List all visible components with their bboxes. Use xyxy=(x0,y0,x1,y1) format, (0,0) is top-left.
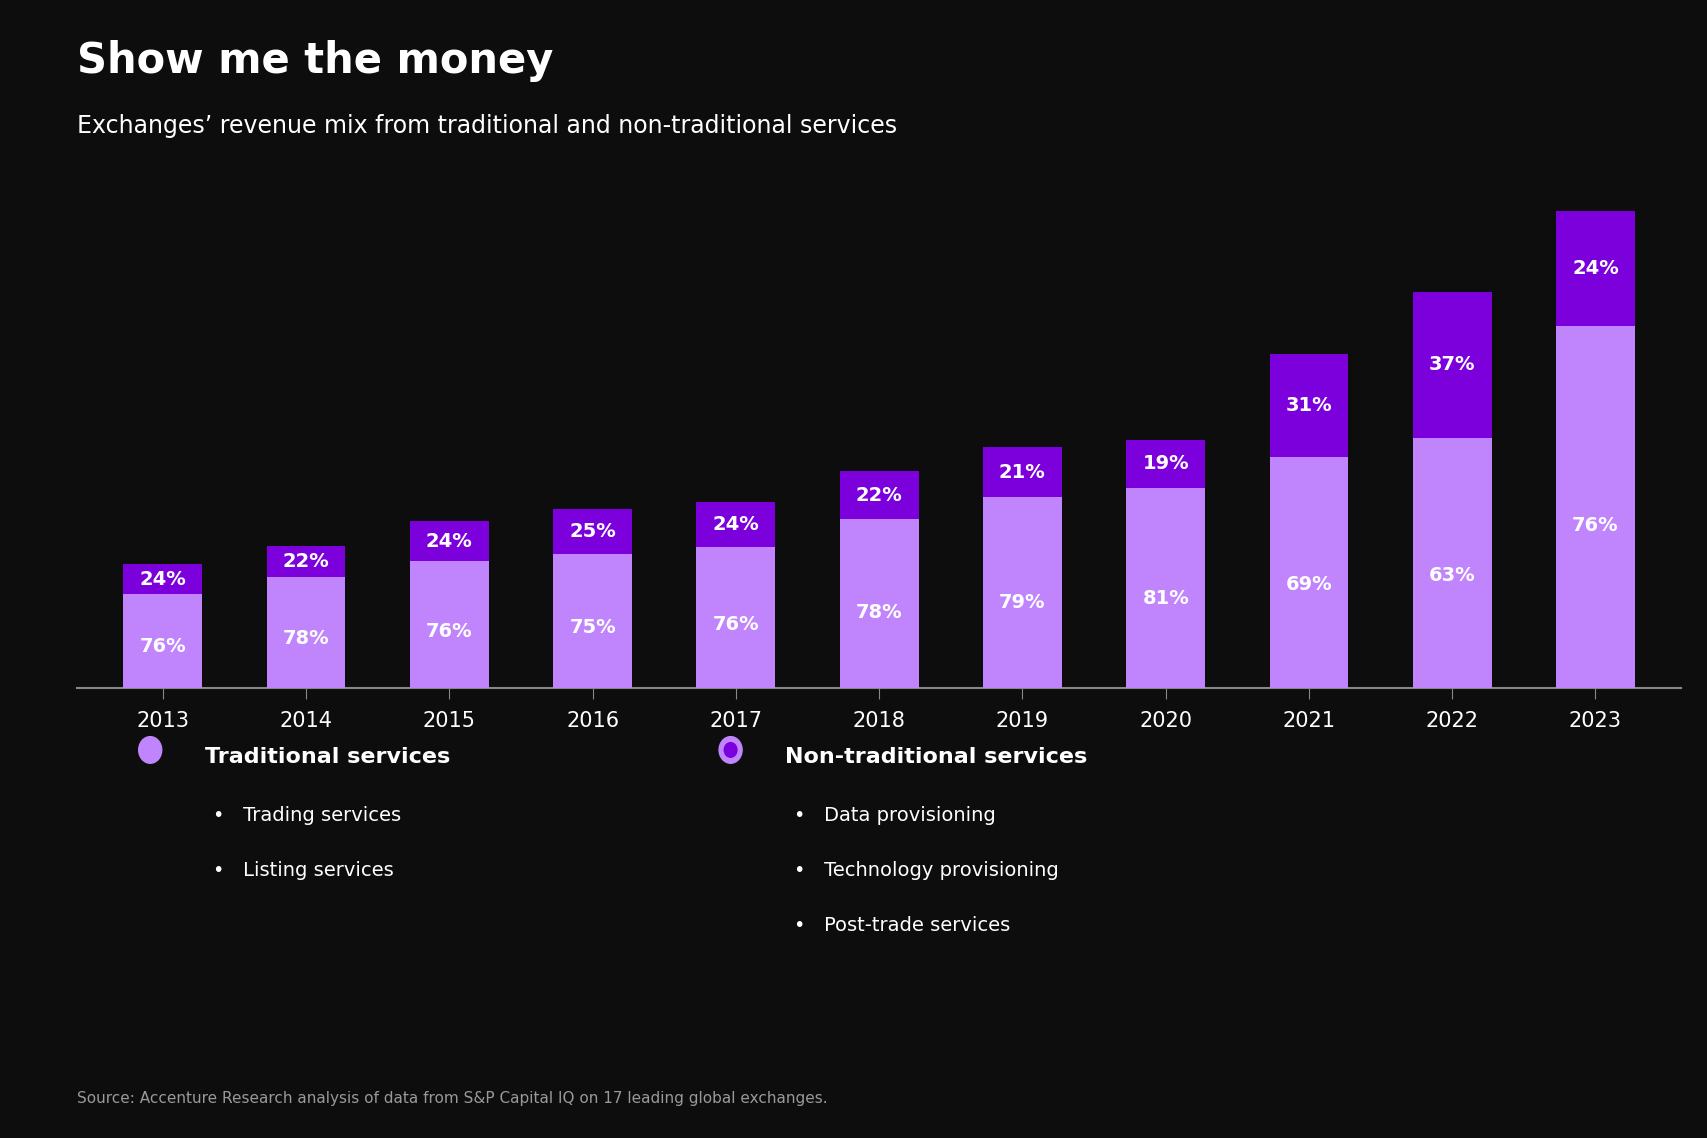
Text: •   Technology provisioning: • Technology provisioning xyxy=(794,861,1058,880)
Text: •   Trading services: • Trading services xyxy=(213,807,401,825)
Text: 81%: 81% xyxy=(1142,588,1190,608)
Bar xyxy=(1413,291,1492,438)
Bar xyxy=(266,577,345,688)
Bar xyxy=(696,547,775,688)
Text: 78%: 78% xyxy=(855,603,903,621)
Text: 24%: 24% xyxy=(427,531,473,551)
Text: 22%: 22% xyxy=(283,552,329,571)
Text: 76%: 76% xyxy=(1572,516,1618,535)
Text: 63%: 63% xyxy=(1429,567,1475,585)
Text: 31%: 31% xyxy=(1285,396,1331,415)
Text: Show me the money: Show me the money xyxy=(77,40,553,82)
Bar xyxy=(1127,487,1205,688)
Bar xyxy=(1127,440,1205,487)
Text: Exchanges’ revenue mix from traditional and non-traditional services: Exchanges’ revenue mix from traditional … xyxy=(77,114,896,138)
Text: 79%: 79% xyxy=(999,593,1046,612)
Text: 78%: 78% xyxy=(283,629,329,648)
Bar xyxy=(266,546,345,577)
Text: 24%: 24% xyxy=(712,516,760,534)
Bar xyxy=(123,564,201,594)
Bar xyxy=(1270,354,1349,457)
Text: 37%: 37% xyxy=(1429,355,1475,374)
Text: Non-traditional services: Non-traditional services xyxy=(785,747,1087,767)
Text: 76%: 76% xyxy=(427,621,473,641)
Bar xyxy=(123,594,201,688)
Text: •   Data provisioning: • Data provisioning xyxy=(794,807,995,825)
Bar xyxy=(1413,438,1492,688)
Text: •   Post-trade services: • Post-trade services xyxy=(794,916,1011,934)
Bar xyxy=(840,519,918,688)
Text: 19%: 19% xyxy=(1142,454,1190,473)
Bar xyxy=(410,561,488,688)
Text: 76%: 76% xyxy=(712,616,760,634)
Bar xyxy=(410,521,488,561)
Bar xyxy=(696,503,775,547)
Bar xyxy=(1557,325,1635,688)
Bar xyxy=(553,553,632,688)
Text: Source: Accenture Research analysis of data from S&P Capital IQ on 17 leading gl: Source: Accenture Research analysis of d… xyxy=(77,1091,828,1106)
Text: 75%: 75% xyxy=(568,618,616,637)
Bar xyxy=(840,471,918,519)
Text: 69%: 69% xyxy=(1285,575,1331,594)
Text: 25%: 25% xyxy=(568,521,616,541)
Bar xyxy=(553,509,632,553)
Bar xyxy=(983,497,1062,688)
Text: Traditional services: Traditional services xyxy=(205,747,451,767)
Text: 22%: 22% xyxy=(855,486,903,505)
Text: 76%: 76% xyxy=(140,636,186,655)
Text: •   Listing services: • Listing services xyxy=(213,861,394,880)
Bar xyxy=(983,446,1062,497)
Text: 24%: 24% xyxy=(1572,258,1618,278)
Text: 21%: 21% xyxy=(999,462,1046,481)
Bar xyxy=(1557,211,1635,325)
Text: 24%: 24% xyxy=(140,570,186,588)
Bar xyxy=(1270,457,1349,688)
